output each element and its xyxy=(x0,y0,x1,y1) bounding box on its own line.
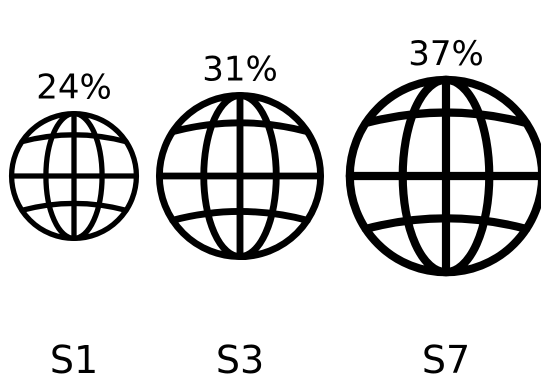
globe-latitude-upper xyxy=(361,108,531,128)
globe-latitude-lower xyxy=(19,200,129,213)
category-label: S7 xyxy=(422,338,470,375)
category-label: S1 xyxy=(50,338,98,375)
globe-icon xyxy=(8,110,140,242)
globe-icon xyxy=(345,75,541,277)
value-label: 31% xyxy=(202,49,278,89)
globe-icon xyxy=(155,91,325,261)
category-label: S3 xyxy=(216,338,264,375)
globe-latitude-lower xyxy=(169,208,311,224)
globe-latitude-upper xyxy=(19,132,129,145)
globe-latitude-upper xyxy=(169,119,311,136)
value-label: 24% xyxy=(36,68,112,108)
value-label: 37% xyxy=(408,34,484,74)
globe-latitude-lower xyxy=(361,214,531,233)
